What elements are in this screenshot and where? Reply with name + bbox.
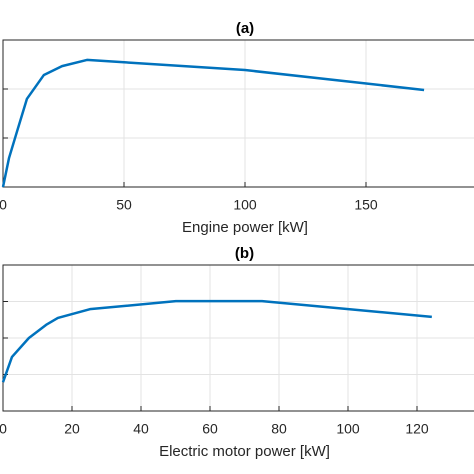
x-tick-label: 120 bbox=[405, 421, 429, 437]
x-tick-label: 60 bbox=[202, 421, 218, 437]
data-line bbox=[1, 58, 425, 188]
x-tick-label: 40 bbox=[133, 421, 149, 437]
x-axis-label: Electric motor power [kW] bbox=[159, 443, 330, 460]
x-tick-label: 20 bbox=[64, 421, 80, 437]
x-tick-label: 80 bbox=[271, 421, 287, 437]
x-tick-label: 100 bbox=[336, 421, 360, 437]
x-tick-label: 100 bbox=[233, 197, 257, 213]
axes-box bbox=[2, 39, 474, 188]
data-line bbox=[1, 299, 432, 383]
axes-box bbox=[2, 264, 474, 412]
chart-title: (a) bbox=[236, 20, 254, 37]
chart-title: (b) bbox=[235, 245, 254, 262]
x-tick-label: 0 bbox=[0, 421, 7, 437]
x-tick-label: 150 bbox=[354, 197, 378, 213]
x-tick-label: 50 bbox=[116, 197, 132, 213]
x-tick-label: 0 bbox=[0, 197, 7, 213]
x-axis-label: Engine power [kW] bbox=[182, 219, 308, 236]
